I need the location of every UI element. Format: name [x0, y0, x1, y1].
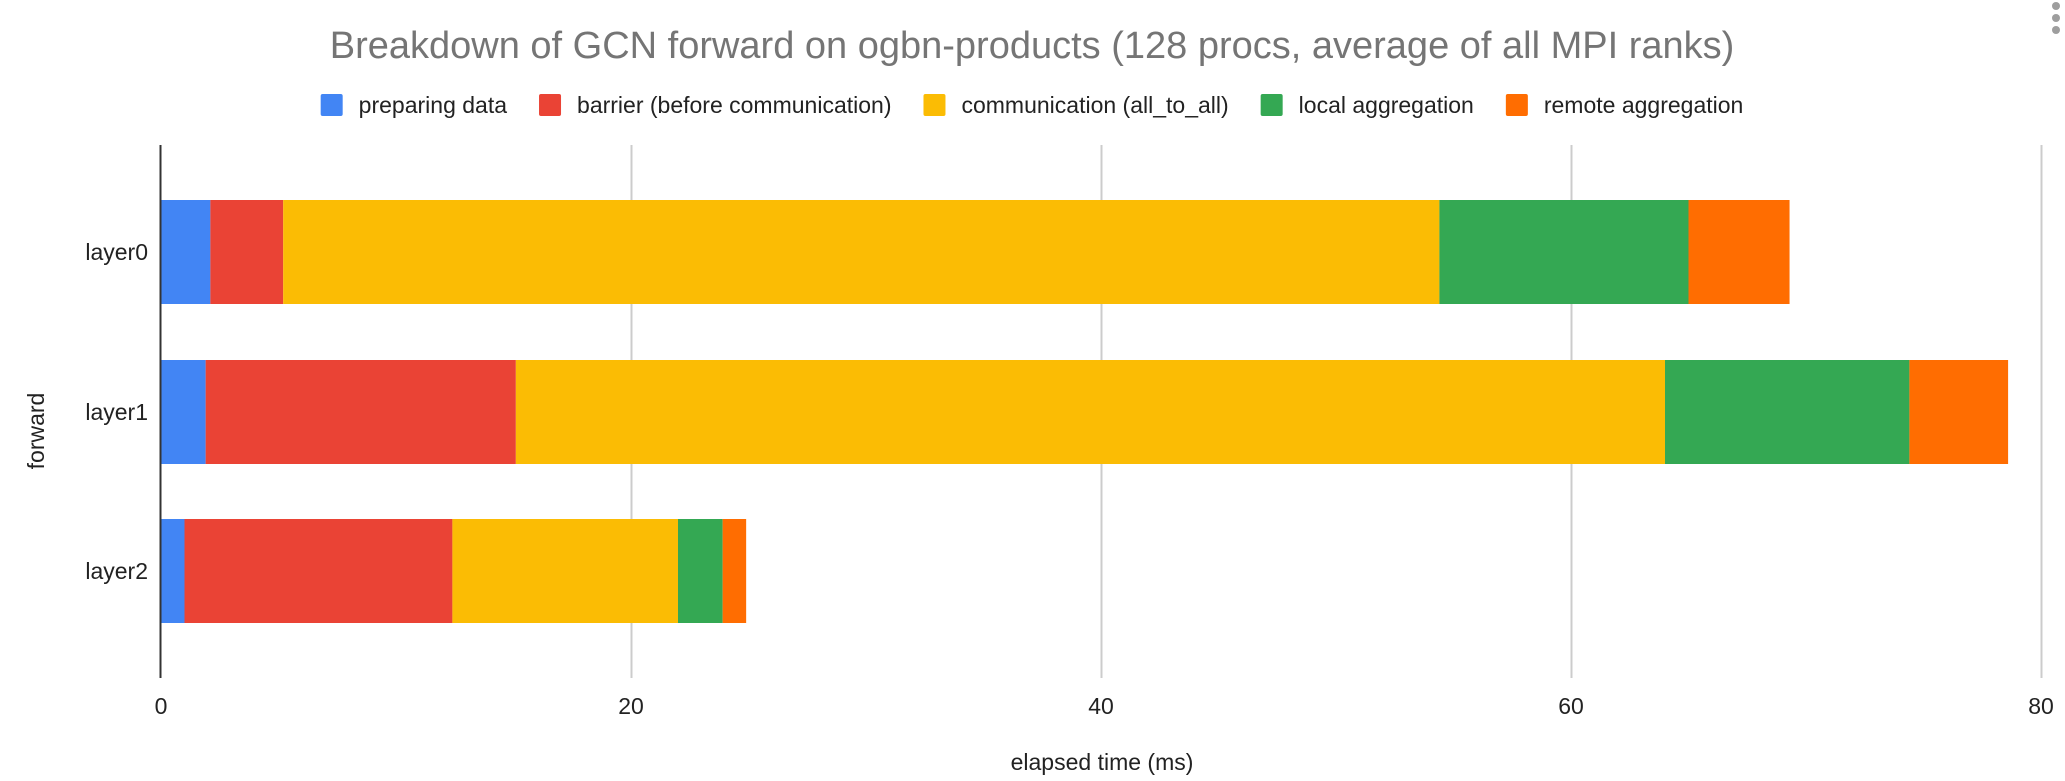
- x-tick-labels: 0 20 40 60 80: [155, 693, 2054, 719]
- bar-layer0-series-1: [210, 200, 284, 304]
- bar-layer2-series-3: [678, 519, 723, 623]
- legend-swatch-3: [1260, 94, 1283, 116]
- legend-item-4: remote aggregation: [1505, 92, 1743, 118]
- legend-swatch-1: [539, 94, 562, 116]
- x-tick-label-0: 0: [155, 693, 168, 719]
- y-tick-label-layer1: layer1: [85, 399, 148, 425]
- bar-layer1-series-2: [515, 360, 1665, 464]
- bars: [161, 200, 2009, 623]
- legend-item-0: preparing data: [320, 92, 508, 118]
- legend-label-0: preparing data: [359, 92, 508, 118]
- x-axis-title: elapsed time (ms): [1011, 749, 1194, 775]
- y-tick-label-layer0: layer0: [85, 239, 148, 265]
- x-tick-label-2: 40: [1088, 693, 1114, 719]
- y-axis-title: forward: [23, 393, 49, 470]
- bar-layer1-series-4: [1909, 360, 2009, 464]
- x-tick-label-3: 60: [1558, 693, 1584, 719]
- bar-layer0-series-0: [161, 200, 211, 304]
- legend-swatch-2: [923, 94, 946, 116]
- legend-swatch-4: [1505, 94, 1528, 116]
- x-tick-label-4: 80: [2028, 693, 2054, 719]
- legend-swatch-0: [320, 94, 343, 116]
- legend-item-2: communication (all_to_all): [923, 92, 1229, 118]
- bar-layer2-series-1: [184, 519, 453, 623]
- bar-layer0-series-2: [283, 200, 1440, 304]
- legend: preparing data barrier (before communicat…: [320, 92, 1743, 118]
- bar-layer1-series-1: [205, 360, 516, 464]
- bar-layer1-series-3: [1665, 360, 1910, 464]
- chart-title: Breakdown of GCN forward on ogbn-product…: [330, 25, 1735, 67]
- x-tick-label-1: 20: [618, 693, 644, 719]
- bar-layer0-series-4: [1688, 200, 1790, 304]
- bar-layer2-series-2: [452, 519, 678, 623]
- legend-item-3: local aggregation: [1260, 92, 1474, 118]
- legend-label-3: local aggregation: [1299, 92, 1474, 118]
- bar-layer2-series-4: [722, 519, 747, 623]
- more-options-icon[interactable]: [2052, 2, 2060, 34]
- y-tick-label-layer2: layer2: [85, 558, 148, 584]
- legend-item-1: barrier (before communication): [539, 92, 891, 118]
- bar-layer2-series-0: [161, 519, 185, 623]
- legend-label-4: remote aggregation: [1544, 92, 1743, 118]
- legend-label-2: communication (all_to_all): [961, 92, 1228, 118]
- legend-label-1: barrier (before communication): [577, 92, 891, 118]
- bar-layer0-series-3: [1439, 200, 1689, 304]
- y-tick-labels: layer0 layer1 layer2: [85, 239, 148, 584]
- bar-layer1-series-0: [161, 360, 206, 464]
